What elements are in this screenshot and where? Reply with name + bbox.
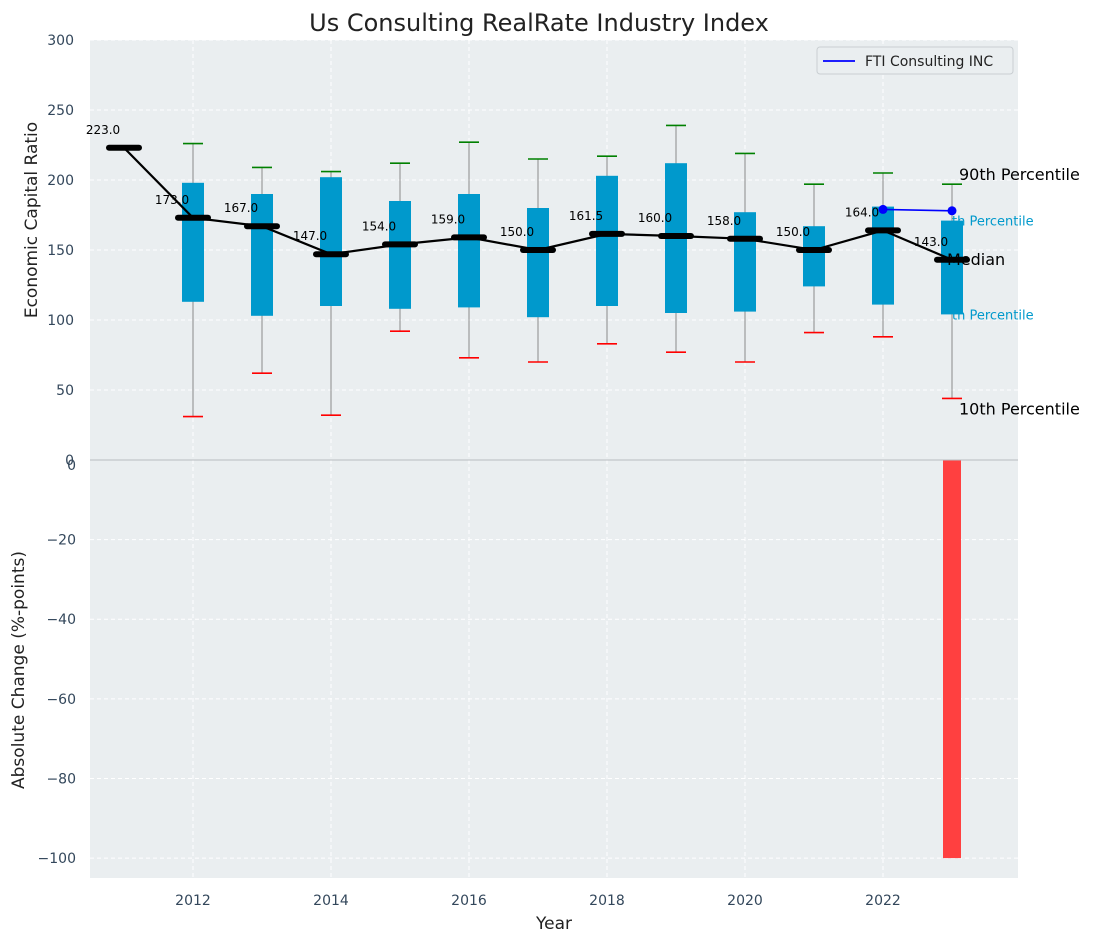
x-tick-label: 2016 [451,893,487,909]
axes: 0 50 100 150 200 250 300 0 −20 −40 −60 −80 −100 2012 2… [38,33,1018,909]
p10-annotation: 10th Percentile [959,399,1080,418]
top-y-axis-label: Economic Capital Ratio [22,122,42,318]
top-y-tick-label: 200 [47,173,74,189]
iqr-box [320,177,342,306]
chart-title: Us Consulting RealRate Industry Index [309,9,769,37]
p90-annotation: 90th Percentile [959,165,1080,184]
top-y-tick-label: 100 [47,313,74,329]
median-value-label: 158.0 [707,214,741,228]
median-annotation: Median [947,250,1005,269]
x-tick-label: 2018 [589,893,625,909]
bottom-y-tick-label: 0 [67,458,76,474]
median-value-label: 150.0 [776,225,810,239]
company-series [878,204,957,216]
change-bar [943,460,961,859]
median-value-label: 164.0 [845,205,879,219]
bottom-y-tick-label: −40 [46,612,76,628]
median-value-label: 160.0 [638,211,672,225]
bottom-plot-background [90,460,1018,878]
iqr-box [527,208,549,318]
x-tick-label: 2020 [727,893,763,909]
legend-label: FTI Consulting INC [865,54,993,70]
bottom-y-axis-label: Absolute Change (%-points) [9,551,29,789]
iqr-box [458,194,480,308]
median-value-label: 150.0 [500,225,534,239]
company-point [878,204,888,214]
bottom-y-tick-label: −80 [46,771,76,787]
annotations: 90th Percentile th Percentile Median th Per… [947,165,1080,418]
median-value-label: 154.0 [362,219,396,233]
median-value-label: 147.0 [293,229,327,243]
top-y-tick-label: 0 [65,453,74,469]
x-axis-label: Year [535,914,572,934]
top-y-tick-label: 250 [47,103,74,119]
top-y-tick-label: 150 [47,243,74,259]
p75-annotation: th Percentile [952,215,1034,230]
iqr-box [389,201,411,309]
iqr-box [941,220,963,315]
median-value-label: 167.0 [224,201,258,215]
iqr-box [596,175,618,306]
p25-annotation: th Percentile [952,308,1034,323]
median-value-label: 173.0 [155,193,189,207]
bottom-panel [943,460,961,859]
company-point [947,206,957,216]
top-y-tick-label: 50 [56,383,74,399]
median-value-label: 159.0 [431,212,465,226]
median-value-label: 161.5 [569,209,603,223]
x-tick-label: 2012 [175,893,211,909]
x-tick-label: 2022 [865,893,901,909]
bottom-y-tick-label: −60 [46,692,76,708]
median-series: 223.0 173.0 167.0 147.0 154.0 159.0 150.0 161.5… [86,123,970,263]
median-value-label: 223.0 [86,123,120,137]
bottom-y-tick-label: −20 [46,533,76,549]
top-y-tick-label: 300 [47,33,74,49]
iqr-box [872,206,894,305]
legend: FTI Consulting INC [816,46,1014,75]
company-line [882,208,953,212]
iqr-box [803,226,825,287]
median-value-label: 143.0 [914,235,948,249]
bottom-y-tick-label: −100 [38,851,76,867]
x-tick-label: 2014 [313,893,349,909]
